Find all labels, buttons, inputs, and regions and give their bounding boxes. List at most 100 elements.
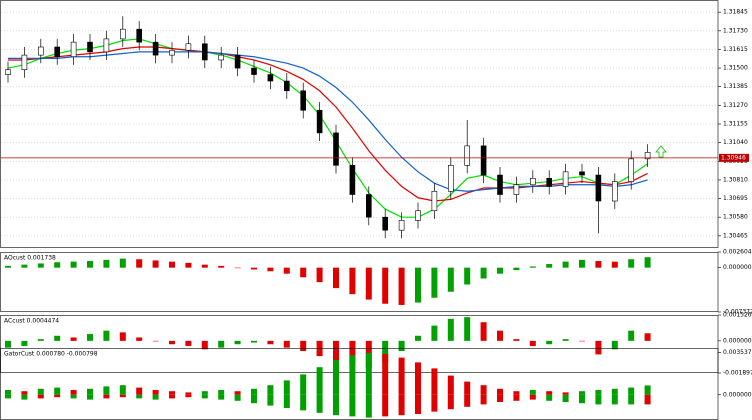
- histogram-bar: [513, 394, 520, 401]
- histogram-bar: [333, 394, 339, 416]
- histogram-bar: [497, 388, 503, 395]
- histogram-bar: [480, 267, 487, 279]
- histogram-bar: [611, 388, 618, 395]
- histogram-bar: [54, 335, 61, 341]
- histogram-bar: [251, 388, 257, 395]
- histogram-bar: [283, 380, 290, 395]
- y-tick-label: 0.003537: [723, 349, 752, 356]
- histogram-bar: [628, 330, 635, 341]
- histogram-bar: [513, 391, 520, 395]
- histogram-bar: [218, 340, 225, 348]
- histogram-bar: [644, 257, 651, 268]
- histogram-bar: [251, 340, 257, 343]
- candle-body: [185, 43, 192, 51]
- histogram-bar: [464, 317, 471, 341]
- histogram-bar: [119, 332, 126, 341]
- moving-average: [7, 38, 648, 218]
- histogram-bar: [431, 267, 438, 298]
- histogram-bar: [251, 394, 257, 404]
- histogram-bar: [103, 330, 110, 341]
- y-tick-label: 1.31270: [723, 102, 748, 109]
- candle-body: [415, 210, 421, 221]
- histogram-bar: [382, 354, 389, 395]
- histogram-bar: [201, 340, 208, 350]
- histogram-bar: [382, 340, 389, 363]
- histogram-bar: [21, 394, 28, 400]
- histogram-bar: [595, 340, 602, 355]
- candle-body: [316, 109, 323, 134]
- indicator-title: GatorCust 0.000780 -0.000798: [4, 351, 98, 358]
- indicator-title: AOcust 0.001738: [4, 255, 56, 262]
- histogram-bar: [251, 267, 257, 270]
- histogram-bar: [201, 391, 208, 395]
- histogram-bar: [37, 339, 44, 341]
- histogram-bar: [447, 394, 454, 410]
- candle-body: [21, 54, 28, 70]
- histogram-bar: [579, 259, 585, 268]
- histogram-bar: [234, 267, 241, 269]
- y-tick-label: 0.000000: [723, 264, 752, 271]
- histogram-bar: [283, 267, 290, 274]
- histogram-bar: [234, 391, 241, 395]
- histogram-bar: [415, 335, 421, 341]
- histogram-bar: [431, 368, 438, 395]
- histogram-bar: [529, 390, 536, 395]
- candle-body: [103, 38, 110, 53]
- histogram-bar: [349, 394, 356, 417]
- histogram-bar: [316, 267, 323, 283]
- y-tick-label: 1.31500: [723, 65, 748, 72]
- histogram-bar: [119, 385, 126, 395]
- histogram-bar: [218, 390, 225, 395]
- candle-body: [152, 41, 159, 56]
- histogram-bar: [54, 262, 61, 268]
- histogram-bar: [595, 394, 602, 405]
- histogram-bar: [185, 394, 192, 398]
- histogram-bar: [415, 394, 421, 414]
- histogram-bar: [480, 394, 487, 405]
- histogram-bar: [5, 340, 11, 348]
- histogram-bar: [300, 267, 307, 278]
- y-tick-label: 1.31845: [723, 9, 748, 16]
- candle-body: [202, 43, 208, 61]
- histogram-bar: [398, 340, 405, 352]
- histogram-bar: [218, 394, 225, 400]
- histogram-bar: [21, 391, 28, 395]
- buy-arrow: [655, 145, 667, 158]
- histogram-bar: [103, 259, 110, 268]
- histogram-bar: [595, 390, 602, 395]
- histogram-bar: [398, 357, 405, 395]
- histogram-bar: [644, 333, 651, 341]
- histogram-bar: [529, 394, 536, 400]
- candle-body: [365, 194, 372, 218]
- histogram-bar: [333, 360, 339, 395]
- y-tick-label: -0.0018978: [723, 370, 752, 377]
- histogram-bar: [365, 267, 372, 300]
- histogram-bar: [119, 258, 126, 268]
- histogram-bar: [136, 337, 143, 341]
- candle-body: [562, 171, 569, 187]
- candle-body: [644, 152, 651, 160]
- histogram-bar: [37, 394, 44, 399]
- y-tick-label: 1.31040: [723, 139, 748, 146]
- candle-body: [529, 178, 536, 186]
- histogram-bar: [349, 267, 356, 295]
- histogram-bar: [218, 265, 225, 268]
- histogram-bar: [611, 340, 618, 350]
- histogram-bar: [70, 337, 77, 341]
- histogram-bar: [103, 386, 110, 395]
- y-tick-label: -0.007372: [723, 309, 752, 316]
- histogram-bar: [300, 374, 307, 395]
- histogram-bar: [611, 261, 618, 268]
- histogram-bar: [169, 394, 175, 399]
- histogram-bar: [169, 340, 175, 345]
- y-tick-label: 1.30580: [723, 214, 748, 221]
- panel-frame: [0, 252, 719, 312]
- histogram-bar: [431, 394, 438, 412]
- candle-body: [251, 67, 257, 75]
- histogram-bar: [316, 394, 323, 413]
- y-tick-label: 1.31615: [723, 46, 748, 53]
- histogram-bar: [5, 390, 11, 395]
- histogram-bar: [152, 260, 159, 268]
- histogram-bar: [300, 394, 307, 411]
